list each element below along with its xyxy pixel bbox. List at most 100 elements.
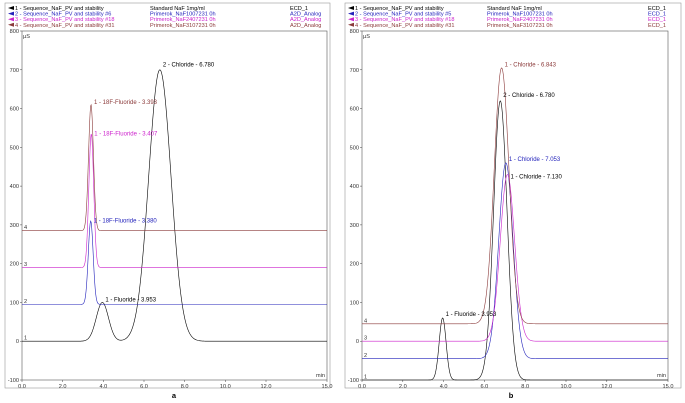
legend-marker-icon[interactable] <box>8 22 14 27</box>
legend-marker-icon[interactable] <box>8 17 14 22</box>
series-line-3 <box>22 133 327 268</box>
x-tick-label: 0.0 <box>18 384 26 390</box>
legend-entry-sample: Primerok_NaF3107231 0h <box>487 23 553 29</box>
x-tick-label: 0.0 <box>358 384 366 390</box>
legend-entry-name: 3 - Sequence_NaF_PV and stability #18 <box>15 17 115 23</box>
peak-annotation: 1 - 18F-Fluoride - 3.393 <box>94 100 158 106</box>
peak-annotation: 2 - Chloride - 6.780 <box>163 63 215 69</box>
y-tick-label: 300 <box>350 223 359 229</box>
legend-entry-name: 1 - Sequence_NaF_PV and stability <box>355 6 444 12</box>
legend-entry-detector: A2D_Analog <box>290 12 321 18</box>
series-trace-number: 2 <box>24 299 27 305</box>
series-trace-number: 1 <box>364 375 367 381</box>
y-tick-label: 700 <box>10 68 19 74</box>
legend-marker-icon[interactable] <box>348 11 354 16</box>
legend-entry-name: 4 - Sequence_NaF_PV and stability #31 <box>15 23 115 29</box>
x-tick-label: 2.0 <box>59 384 67 390</box>
x-axis-label: min <box>657 373 666 379</box>
series-trace-number: 1 <box>24 336 27 342</box>
legend-entry-name: 4 - Sequence_NaF_PV and stability #31 <box>355 23 455 29</box>
legend-entry-detector: ECD_1 <box>648 23 666 29</box>
series-line-1 <box>22 69 327 342</box>
x-tick-label: 10.0 <box>561 384 572 390</box>
peak-annotation: 1 - Fluoride - 3.953 <box>105 298 156 304</box>
series-line-4 <box>22 103 327 232</box>
legend-marker-icon[interactable] <box>348 22 354 27</box>
panel-label: b <box>509 391 514 400</box>
series-trace-number: 2 <box>364 353 367 359</box>
legend-entry-name: 3 - Sequence_NaF_PV and stability #18 <box>355 17 455 23</box>
x-tick-label: 4.0 <box>440 384 448 390</box>
legend-entry-detector: ECD_1 <box>648 12 666 18</box>
legend-marker-icon[interactable] <box>8 6 14 10</box>
legend-entry-detector: A2D_Analog <box>290 23 321 29</box>
legend-entry-sample: Standard NaF 1mg/ml <box>150 6 205 12</box>
series-line-4 <box>362 67 668 325</box>
legend-entry-detector: A2D_Analog <box>290 17 321 23</box>
panel-label: a <box>172 391 177 400</box>
y-axis-label: µS <box>363 34 370 40</box>
x-tick-label: 8.0 <box>521 384 529 390</box>
y-tick-label: 700 <box>350 68 359 74</box>
peak-annotation: 1 - Chloride - 6.843 <box>505 63 557 69</box>
y-tick-label: 0 <box>16 339 19 345</box>
peak-annotation: 1 - 18F-Fluoride - 3.380 <box>94 219 158 225</box>
y-tick-label: 500 <box>10 145 19 151</box>
y-tick-label: 0 <box>356 339 359 345</box>
y-tick-label: -100 <box>8 378 19 384</box>
legend-entry-sample: Primerok_NaF3107231 0h <box>150 23 216 29</box>
legend-entry-sample: Primerok_NaF1007231 0h <box>150 12 216 18</box>
legend-entry-detector: ECD_1 <box>648 17 666 23</box>
legend-entry-sample: Standard NaF 1mg/ml <box>487 6 542 12</box>
chart-panel-b: 1 - Sequence_NaF_PV and stability Standar… <box>344 2 682 400</box>
peak-annotation: 1 - Chloride - 7.053 <box>509 157 561 163</box>
y-tick-label: 800 <box>10 29 19 35</box>
y-axis-label: µS <box>23 34 30 40</box>
plot-area <box>361 30 669 381</box>
series-trace-number: 3 <box>364 336 367 342</box>
legend-entry-name: 2 - Sequence_NaF_PV and stability #5 <box>355 12 451 18</box>
legend-entry-name: 1 - Sequence_NaF_PV and stability <box>15 6 104 12</box>
y-tick-label: 100 <box>10 300 19 306</box>
legend-marker-icon[interactable] <box>8 11 14 16</box>
x-tick-label: 12.0 <box>261 384 272 390</box>
legend-marker-icon[interactable] <box>348 6 354 10</box>
y-tick-label: 500 <box>350 145 359 151</box>
series-line-3 <box>362 174 668 342</box>
legend-entry-detector: ECD_1 <box>648 6 666 12</box>
legend-marker-icon[interactable] <box>348 17 354 22</box>
x-axis-label: min <box>316 373 325 379</box>
legend-entry-sample: Primerok_NaF1007231 0h <box>487 12 553 18</box>
x-tick-label: 2.0 <box>399 384 407 390</box>
series-line-2 <box>22 220 327 305</box>
x-tick-label: 8.0 <box>181 384 189 390</box>
legend-entry-name: 2 - Sequence_NaF_PV and stability #6 <box>15 12 111 18</box>
x-tick-label: 4.0 <box>99 384 107 390</box>
peak-annotation: 1 - Fluoride - 3.953 <box>446 312 497 318</box>
series-trace-number: 4 <box>24 225 27 231</box>
legend-entry-sample: Primerok_NaF2407231 0h <box>150 17 216 23</box>
y-tick-label: 600 <box>350 107 359 113</box>
x-tick-label: 15.0 <box>663 384 674 390</box>
legend-entry-detector: ECD_1 <box>290 6 308 12</box>
x-tick-label: 12.0 <box>601 384 612 390</box>
y-tick-label: 300 <box>10 223 19 229</box>
y-tick-label: 800 <box>350 29 359 35</box>
x-tick-label: 15.0 <box>322 384 333 390</box>
peak-annotation: 1 - 18F-Fluoride - 3.407 <box>94 132 158 138</box>
y-tick-label: 200 <box>350 262 359 268</box>
y-tick-label: -100 <box>348 378 359 384</box>
x-tick-label: 6.0 <box>481 384 489 390</box>
y-tick-label: 400 <box>350 184 359 190</box>
series-line-1 <box>362 100 668 381</box>
y-tick-label: 400 <box>10 184 19 190</box>
chart-panel-a: 1 - Sequence_NaF_PV and stability Standar… <box>4 2 333 400</box>
x-tick-label: 6.0 <box>140 384 148 390</box>
x-tick-label: 10.0 <box>220 384 231 390</box>
peak-annotation: 2 - Chloride - 6.780 <box>503 93 555 99</box>
series-trace-number: 4 <box>364 318 367 324</box>
plot-area <box>21 30 328 381</box>
y-tick-label: 600 <box>10 107 19 113</box>
peak-annotation: 1 - Chloride - 7.130 <box>510 174 562 180</box>
